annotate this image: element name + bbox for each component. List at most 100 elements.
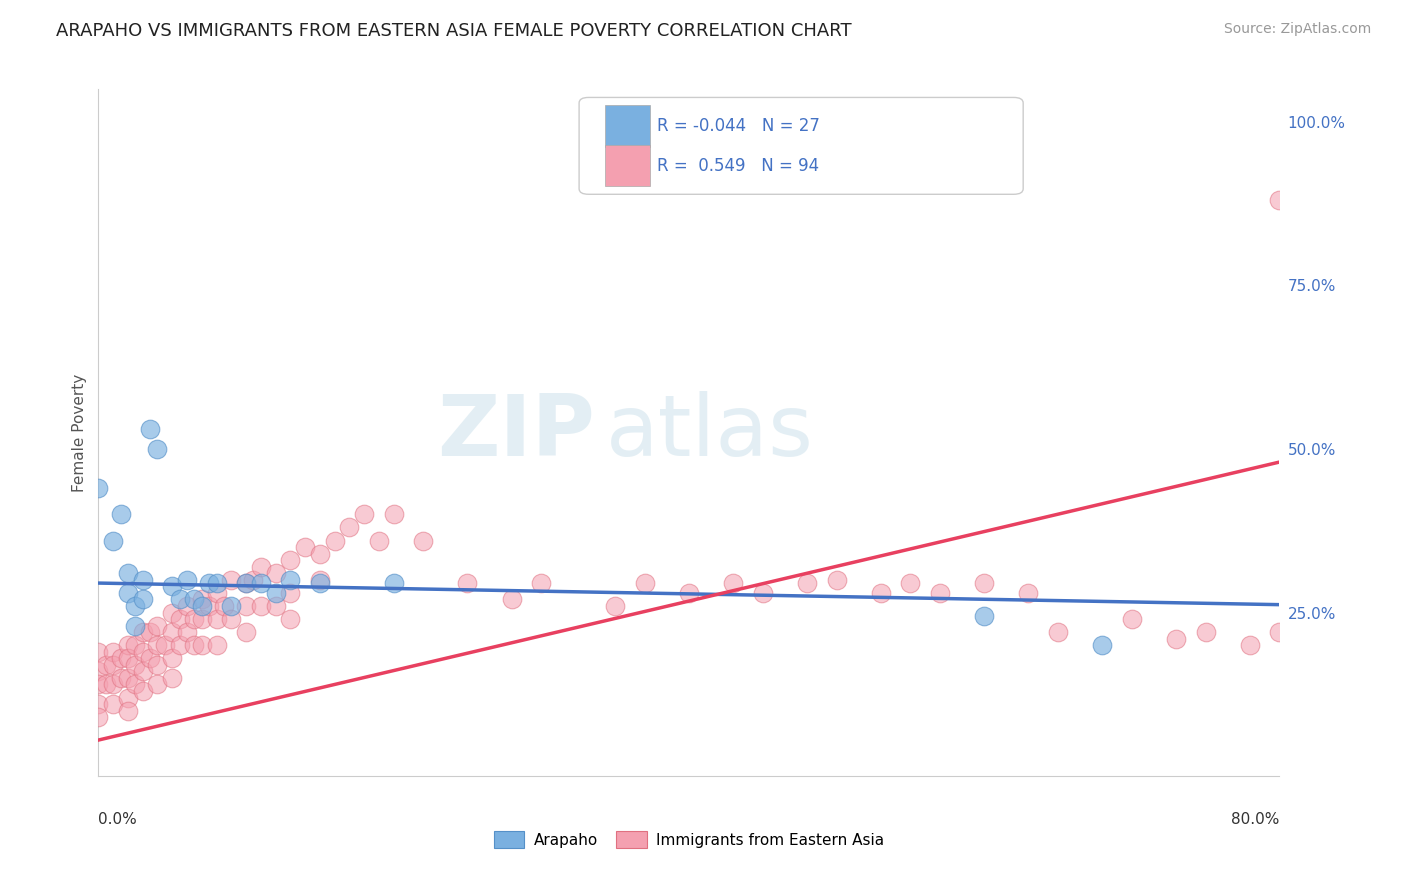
Point	[110, 508, 132, 522]
Point	[205, 638, 228, 652]
Point	[191, 599, 214, 613]
Text: ARAPAHO VS IMMIGRANTS FROM EASTERN ASIA FEMALE POVERTY CORRELATION CHART: ARAPAHO VS IMMIGRANTS FROM EASTERN ASIA …	[56, 22, 852, 40]
Point	[162, 671, 183, 685]
Point	[309, 576, 332, 591]
Point	[146, 638, 169, 652]
Point	[250, 576, 273, 591]
Point	[1017, 586, 1039, 600]
Point	[183, 592, 205, 607]
Point	[103, 645, 125, 659]
Point	[1164, 632, 1187, 646]
Point	[146, 657, 169, 672]
Point	[278, 553, 302, 567]
Point	[1239, 638, 1261, 652]
Point	[117, 671, 139, 685]
FancyBboxPatch shape	[579, 97, 1024, 194]
Point	[169, 638, 191, 652]
Point	[1268, 194, 1291, 208]
Point	[294, 540, 316, 554]
Point	[183, 638, 205, 652]
Point	[264, 599, 287, 613]
Point	[309, 573, 332, 587]
Point	[278, 586, 302, 600]
Point	[146, 677, 169, 691]
Point	[633, 576, 655, 591]
Point	[250, 559, 273, 574]
Point	[162, 651, 183, 665]
Text: Source: ZipAtlas.com: Source: ZipAtlas.com	[1223, 22, 1371, 37]
Text: atlas: atlas	[606, 391, 814, 475]
Point	[205, 576, 228, 591]
Point	[250, 599, 273, 613]
Point	[169, 612, 191, 626]
Point	[110, 671, 132, 685]
Point	[124, 657, 146, 672]
Text: R = -0.044   N = 27: R = -0.044 N = 27	[657, 117, 820, 135]
Point	[1091, 638, 1114, 652]
Point	[235, 599, 257, 613]
Point	[264, 586, 287, 600]
Point	[235, 625, 257, 640]
Point	[530, 576, 553, 591]
Point	[928, 586, 950, 600]
Point	[117, 690, 139, 705]
Point	[456, 576, 478, 591]
Point	[605, 599, 627, 613]
Point	[117, 651, 139, 665]
Text: 0.0%: 0.0%	[98, 812, 138, 827]
Point	[1268, 625, 1291, 640]
Point	[825, 573, 848, 587]
Point	[973, 608, 995, 623]
Point	[87, 710, 110, 724]
Point	[191, 638, 214, 652]
Point	[382, 576, 405, 591]
Point	[132, 645, 155, 659]
Point	[176, 573, 198, 587]
Point	[153, 638, 176, 652]
Point	[412, 533, 434, 548]
FancyBboxPatch shape	[605, 105, 650, 147]
Point	[382, 508, 405, 522]
Point	[94, 657, 117, 672]
Point	[162, 625, 183, 640]
Point	[796, 576, 818, 591]
Point	[1121, 612, 1143, 626]
Point	[124, 638, 146, 652]
Point	[198, 599, 221, 613]
Point	[146, 442, 169, 456]
Point	[117, 586, 139, 600]
Point	[146, 618, 169, 632]
Point	[132, 684, 155, 698]
Point	[242, 573, 264, 587]
Point	[103, 677, 125, 691]
Point	[110, 651, 132, 665]
Point	[132, 665, 155, 679]
Point	[212, 599, 235, 613]
Point	[751, 586, 773, 600]
Point	[103, 657, 125, 672]
Point	[117, 638, 139, 652]
Point	[219, 599, 242, 613]
Point	[205, 612, 228, 626]
Point	[205, 586, 228, 600]
Point	[278, 573, 302, 587]
FancyBboxPatch shape	[605, 145, 650, 186]
Point	[323, 533, 346, 548]
Point	[869, 586, 891, 600]
Point	[353, 508, 375, 522]
Point	[132, 625, 155, 640]
Point	[94, 677, 117, 691]
Point	[124, 599, 146, 613]
Point	[103, 697, 125, 711]
Point	[176, 625, 198, 640]
Point	[235, 576, 257, 591]
Point	[1046, 625, 1069, 640]
Point	[87, 677, 110, 691]
Point	[278, 612, 302, 626]
Point	[117, 704, 139, 718]
Point	[117, 566, 139, 581]
Point	[191, 612, 214, 626]
Point	[139, 422, 162, 436]
Point	[103, 533, 125, 548]
Point	[139, 625, 162, 640]
